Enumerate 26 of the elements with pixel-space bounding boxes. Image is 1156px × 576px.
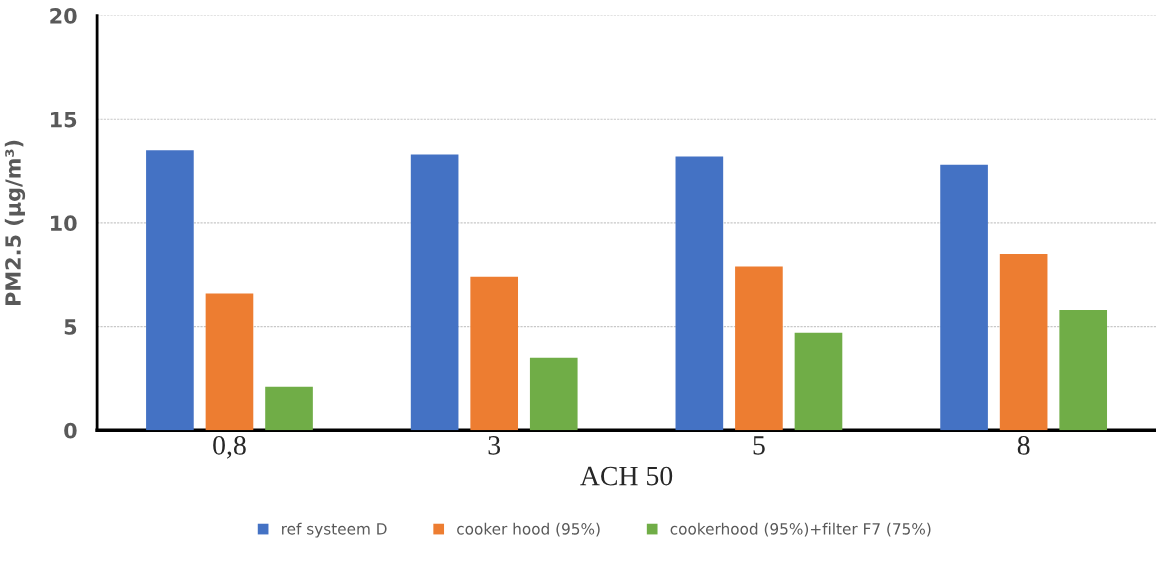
bar <box>675 156 724 431</box>
y-tick-label: 5 <box>64 319 77 335</box>
legend-label: cookerhood (95%)+filter F7 (75%) <box>670 522 931 537</box>
x-tick-label: 5 <box>753 436 765 455</box>
y-tick-label: 20 <box>50 8 77 24</box>
y-tick-label: 15 <box>51 111 77 128</box>
bar <box>146 150 194 431</box>
bar <box>794 332 843 431</box>
bar <box>410 154 459 431</box>
bar <box>529 357 578 431</box>
bar <box>735 266 783 431</box>
bar <box>265 386 313 431</box>
bar <box>1059 310 1108 431</box>
x-tick-label: 8 <box>1017 435 1030 455</box>
y-axis-title: PM2.5 (µg/m³) <box>4 140 26 305</box>
bar <box>999 254 1048 431</box>
y-tick-label: 10 <box>51 215 77 232</box>
bar <box>940 164 988 431</box>
x-axis-title: ACH 50 <box>580 466 673 486</box>
x-tick-label: 3 <box>488 436 501 455</box>
bar <box>205 293 254 431</box>
bar <box>470 276 519 431</box>
legend-label: ref systeem D <box>282 522 387 538</box>
x-tick-label: 0,8 <box>213 435 246 459</box>
y-tick-label: 0 <box>64 422 77 439</box>
legend-label: cooker hood (95%) <box>457 522 600 537</box>
